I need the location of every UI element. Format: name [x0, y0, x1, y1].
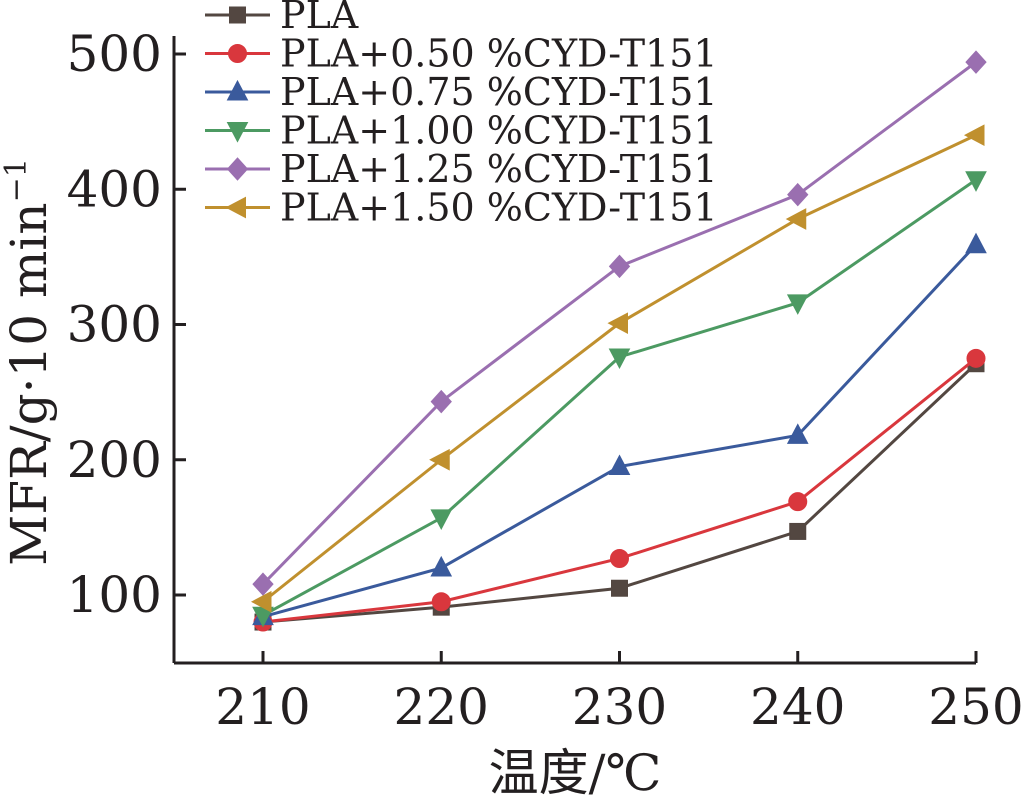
legend-item: PLA+0.50 %CYD-T151: [205, 32, 718, 76]
y-tick-label: 500: [67, 25, 162, 83]
x-tick-label: 230: [572, 678, 667, 736]
data-point: [430, 389, 452, 414]
data-point: [789, 522, 807, 540]
data-point: [608, 254, 631, 279]
data-point: [787, 182, 809, 207]
legend-item: PLA+0.75 %CYD-T151: [205, 70, 718, 114]
data-point: [966, 348, 986, 368]
y-tick-label: 100: [67, 566, 162, 624]
legend-item: PLA: [205, 0, 359, 37]
x-tick-label: 250: [928, 678, 1023, 736]
legend-label: PLA+0.75 %CYD-T151: [280, 70, 718, 114]
data-point: [788, 492, 808, 512]
data-point: [610, 548, 629, 568]
legend-marker: [225, 196, 246, 219]
data-point: [785, 208, 807, 230]
x-tick-label: 210: [215, 678, 310, 736]
data-point: [430, 555, 453, 577]
data-point: [611, 579, 628, 597]
data-point: [963, 124, 985, 146]
ticks: 210 220 230 240 250 100 200 300 400 500: [67, 25, 1023, 736]
data-point: [429, 448, 450, 471]
svg-text:MFR/g·10 min−1: MFR/g·10 min−1: [0, 158, 58, 566]
legend-label: PLA: [280, 0, 359, 37]
data-point: [431, 592, 451, 612]
data-point: [250, 590, 272, 613]
data-point: [786, 423, 809, 444]
legend-marker: [228, 44, 247, 63]
series-lines: [250, 50, 987, 632]
axes: [172, 36, 976, 665]
data-point: [608, 454, 631, 476]
legend-marker: [229, 6, 246, 24]
legend-label: PLA+0.50 %CYD-T151: [280, 32, 718, 76]
series-6: [250, 124, 985, 613]
y-tick-label: 200: [67, 431, 162, 489]
legend-item: PLA+1.25 %CYD-T151: [205, 147, 718, 191]
legend-item: PLA+1.50 %CYD-T151: [205, 186, 718, 230]
data-point: [608, 348, 631, 370]
data-point: [965, 50, 987, 74]
series-4: [252, 171, 987, 628]
series-5: [252, 50, 987, 596]
legend-label: PLA+1.00 %CYD-T151: [280, 109, 718, 153]
legend-item: PLA+1.00 %CYD-T151: [205, 109, 718, 153]
legend-marker: [226, 79, 249, 101]
y-axis-title-main: MFR/g·10 min: [0, 202, 58, 565]
data-point: [252, 572, 274, 596]
x-axis-title: 温度/℃: [489, 744, 662, 802]
legend-marker: [226, 122, 249, 143]
series-3: [252, 232, 987, 626]
y-axis-title-sup: −1: [0, 158, 34, 202]
data-point: [430, 509, 453, 530]
legend-marker: [226, 157, 249, 181]
data-point: [965, 171, 987, 192]
y-tick-label: 400: [67, 160, 162, 218]
legend-label: PLA+1.25 %CYD-T151: [280, 147, 718, 191]
data-point: [965, 232, 987, 254]
data-point: [786, 294, 809, 315]
y-axis-title: MFR/g·10 min−1: [0, 158, 58, 566]
legend-label: PLA+1.50 %CYD-T151: [280, 186, 718, 230]
x-tick-label: 240: [750, 678, 845, 736]
x-tick-label: 220: [394, 678, 489, 736]
y-tick-label: 300: [67, 296, 162, 354]
data-point: [607, 312, 628, 334]
